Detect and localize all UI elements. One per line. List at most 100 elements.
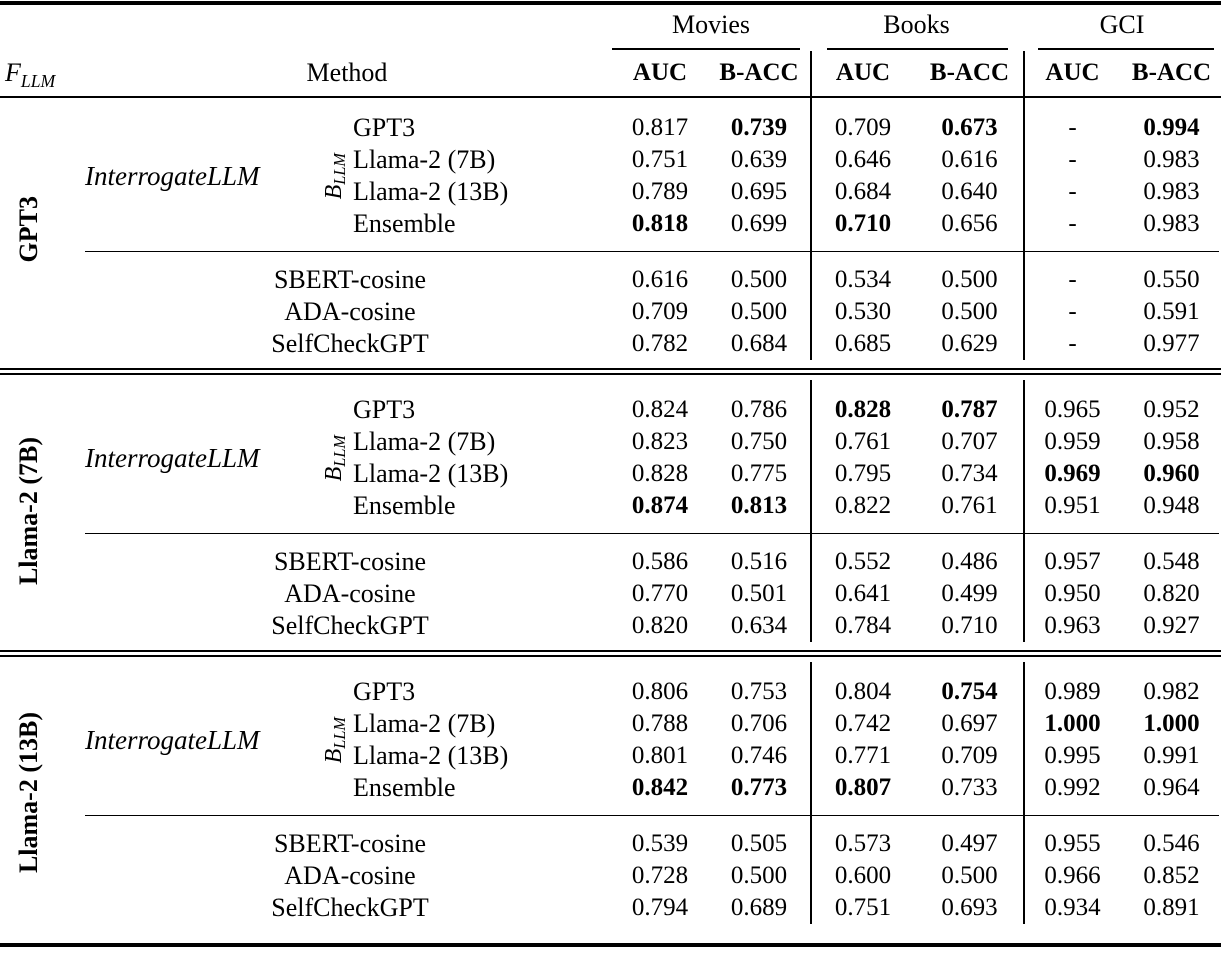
metric-value-cell: 0.707 — [941, 428, 998, 455]
block-separator-rule-bottom — [0, 655, 1221, 657]
metric-value-cell: 0.573 — [834, 830, 892, 857]
interrogate-row: Llama-2 (7B) 0.823 0.750 0.761 0.707 0.959 0.9… — [0, 426, 1221, 458]
metric-value-cell: 0.486 — [941, 548, 998, 575]
metric-value-cell: 0.992 — [1044, 774, 1101, 801]
baseline-separator-rule — [85, 815, 1219, 817]
baseline-row: ADA-cosine 0.728 0.500 0.600 0.500 0.966 0.852 — [0, 860, 1221, 892]
metric-value-cell: 0.739 — [730, 114, 788, 141]
metric-value-cell: 0.828 — [834, 396, 892, 423]
metric-value-cell: 0.656 — [941, 210, 998, 237]
metric-value-cell: 0.733 — [941, 774, 998, 801]
metric-value-cell: 0.807 — [834, 774, 892, 801]
method-column-header: Method — [306, 58, 388, 87]
backbone-label: Llama-2 (13B) — [353, 177, 509, 206]
metric-value-cell: 0.746 — [730, 742, 788, 769]
backbone-label-cell: Llama-2 (13B) — [60, 741, 612, 771]
metric-value-cell: 0.995 — [1044, 742, 1101, 769]
block-rows: GPT3 0.806 0.753 0.804 0.754 0.989 0.982 Llama-… — [0, 662, 1221, 924]
baseline-method-label: SelfCheckGPT — [271, 611, 429, 640]
backbone-label: GPT3 — [353, 677, 416, 706]
metric-value-cell: 0.497 — [941, 830, 998, 857]
bllm-rotated-label: BLLM — [316, 114, 352, 238]
metric-value-cell: 0.786 — [730, 396, 788, 423]
metric-value-cell: 0.505 — [730, 830, 788, 857]
metric-value-cell: 0.751 — [631, 146, 689, 173]
metric-value-cell: 0.994 — [1143, 114, 1200, 141]
block-separator-rule-top — [0, 650, 1221, 652]
metric-value-cell: 0.753 — [730, 678, 788, 705]
metric-value-cell: - — [1068, 266, 1077, 293]
block-rows: GPT3 0.817 0.739 0.709 0.673 - 0.994 Llama-2 (7… — [0, 98, 1221, 360]
metric-value-cell: 0.709 — [631, 298, 689, 325]
metric-value-cell: 1.000 — [1143, 710, 1200, 737]
baseline-row: SBERT-cosine 0.586 0.516 0.552 0.486 0.957 0.5… — [0, 546, 1221, 578]
fllm-row-label: Llama-2 (13B) — [10, 662, 48, 924]
metric-value-cell: 0.500 — [730, 298, 788, 325]
fllm-block: GPT3 0.824 0.786 0.828 0.787 0.965 0.952 Llama-… — [0, 380, 1221, 662]
backbone-label-cell: GPT3 — [60, 395, 612, 425]
backbone-label-cell: Ensemble — [60, 491, 612, 521]
baseline-row: SBERT-cosine 0.539 0.505 0.573 0.497 0.955 0.5… — [0, 828, 1221, 860]
column-divider-books-gci — [1023, 380, 1025, 642]
fllm-row-label-text: Llama-2 (7B) — [14, 436, 43, 586]
metric-value-cell: 0.801 — [631, 742, 689, 769]
backbone-label: Ensemble — [353, 773, 456, 802]
block-rows: GPT3 0.824 0.786 0.828 0.787 0.965 0.952 Llama-… — [0, 380, 1221, 642]
metric-value-cell: 0.728 — [631, 862, 689, 889]
interrogatellm-label: InterrogateLLM — [85, 160, 260, 191]
metric-value-cell: 0.699 — [730, 210, 788, 237]
fllm-row-label-text: GPT3 — [14, 195, 43, 263]
baseline-separator-rule — [85, 533, 1219, 535]
metric-value-cell: 0.983 — [1143, 210, 1200, 237]
metric-value-cell: 0.709 — [941, 742, 998, 769]
backbone-label: Llama-2 (13B) — [353, 459, 509, 488]
interrogate-row: GPT3 0.824 0.786 0.828 0.787 0.965 0.952 — [0, 394, 1221, 426]
metric-value-cell: 0.639 — [730, 146, 788, 173]
block-separator-rule-bottom — [0, 373, 1221, 375]
metric-value-cell: 0.685 — [834, 330, 892, 357]
metric-value-cell: 0.966 — [1044, 862, 1101, 889]
interrogate-row: Llama-2 (13B) 0.801 0.746 0.771 0.709 0.995 0.… — [0, 740, 1221, 772]
fllm-block: GPT3 0.806 0.753 0.804 0.754 0.989 0.982 Llama-… — [0, 662, 1221, 944]
metric-value-cell: 0.640 — [941, 178, 998, 205]
metric-value-cell: 0.784 — [834, 612, 892, 639]
metric-value-cell: 0.710 — [834, 210, 892, 237]
backbone-label-cell: GPT3 — [60, 113, 612, 143]
metric-value-cell: 0.591 — [1143, 298, 1200, 325]
interrogatellm-label: InterrogateLLM — [85, 724, 260, 755]
baseline-method-label: ADA-cosine — [284, 579, 416, 608]
metric-value-cell: 0.823 — [631, 428, 689, 455]
metric-value-cell: 0.982 — [1143, 678, 1200, 705]
interrogatellm-label: InterrogateLLM — [85, 442, 260, 473]
metric-value-cell: 0.646 — [834, 146, 892, 173]
interrogate-row: Llama-2 (7B) 0.751 0.639 0.646 0.616 - 0.983 — [0, 144, 1221, 176]
metric-value-cell: 0.963 — [1044, 612, 1101, 639]
bllm-rotated-label: BLLM — [316, 396, 352, 520]
metric-value-cell: 0.684 — [834, 178, 892, 205]
metric-value-cell: 0.742 — [834, 710, 892, 737]
metric-value-cell: 0.734 — [941, 460, 998, 487]
metric-value-cell: 0.501 — [730, 580, 788, 607]
gci-group-underline — [1038, 48, 1214, 50]
metric-value-cell: 0.818 — [631, 210, 689, 237]
backbone-label: Llama-2 (13B) — [353, 741, 509, 770]
movies-auc-header: AUC — [632, 59, 688, 86]
metric-value-cell: 0.770 — [631, 580, 689, 607]
fllm-block: GPT3 0.817 0.739 0.709 0.673 - 0.994 Llama-2 (7… — [0, 98, 1221, 380]
metric-value-cell: 0.957 — [1044, 548, 1101, 575]
metric-value-cell: 0.771 — [834, 742, 892, 769]
column-group-books: Books — [883, 10, 950, 39]
backbone-label: GPT3 — [353, 113, 416, 142]
metric-value-cell: 0.546 — [1143, 830, 1200, 857]
backbone-label-cell: Ensemble — [60, 773, 612, 803]
bllm-rotated-label: BLLM — [316, 678, 352, 802]
backbone-label-cell: GPT3 — [60, 677, 612, 707]
metric-value-cell: 0.548 — [1143, 548, 1200, 575]
metric-value-cell: 0.600 — [834, 862, 892, 889]
metric-value-cell: 0.969 — [1044, 460, 1101, 487]
baseline-row: ADA-cosine 0.770 0.501 0.641 0.499 0.950 0.820 — [0, 578, 1221, 610]
baseline-separator-rule — [85, 251, 1219, 253]
metric-value-cell: 0.773 — [730, 774, 788, 801]
interrogate-row: GPT3 0.817 0.739 0.709 0.673 - 0.994 — [0, 112, 1221, 144]
